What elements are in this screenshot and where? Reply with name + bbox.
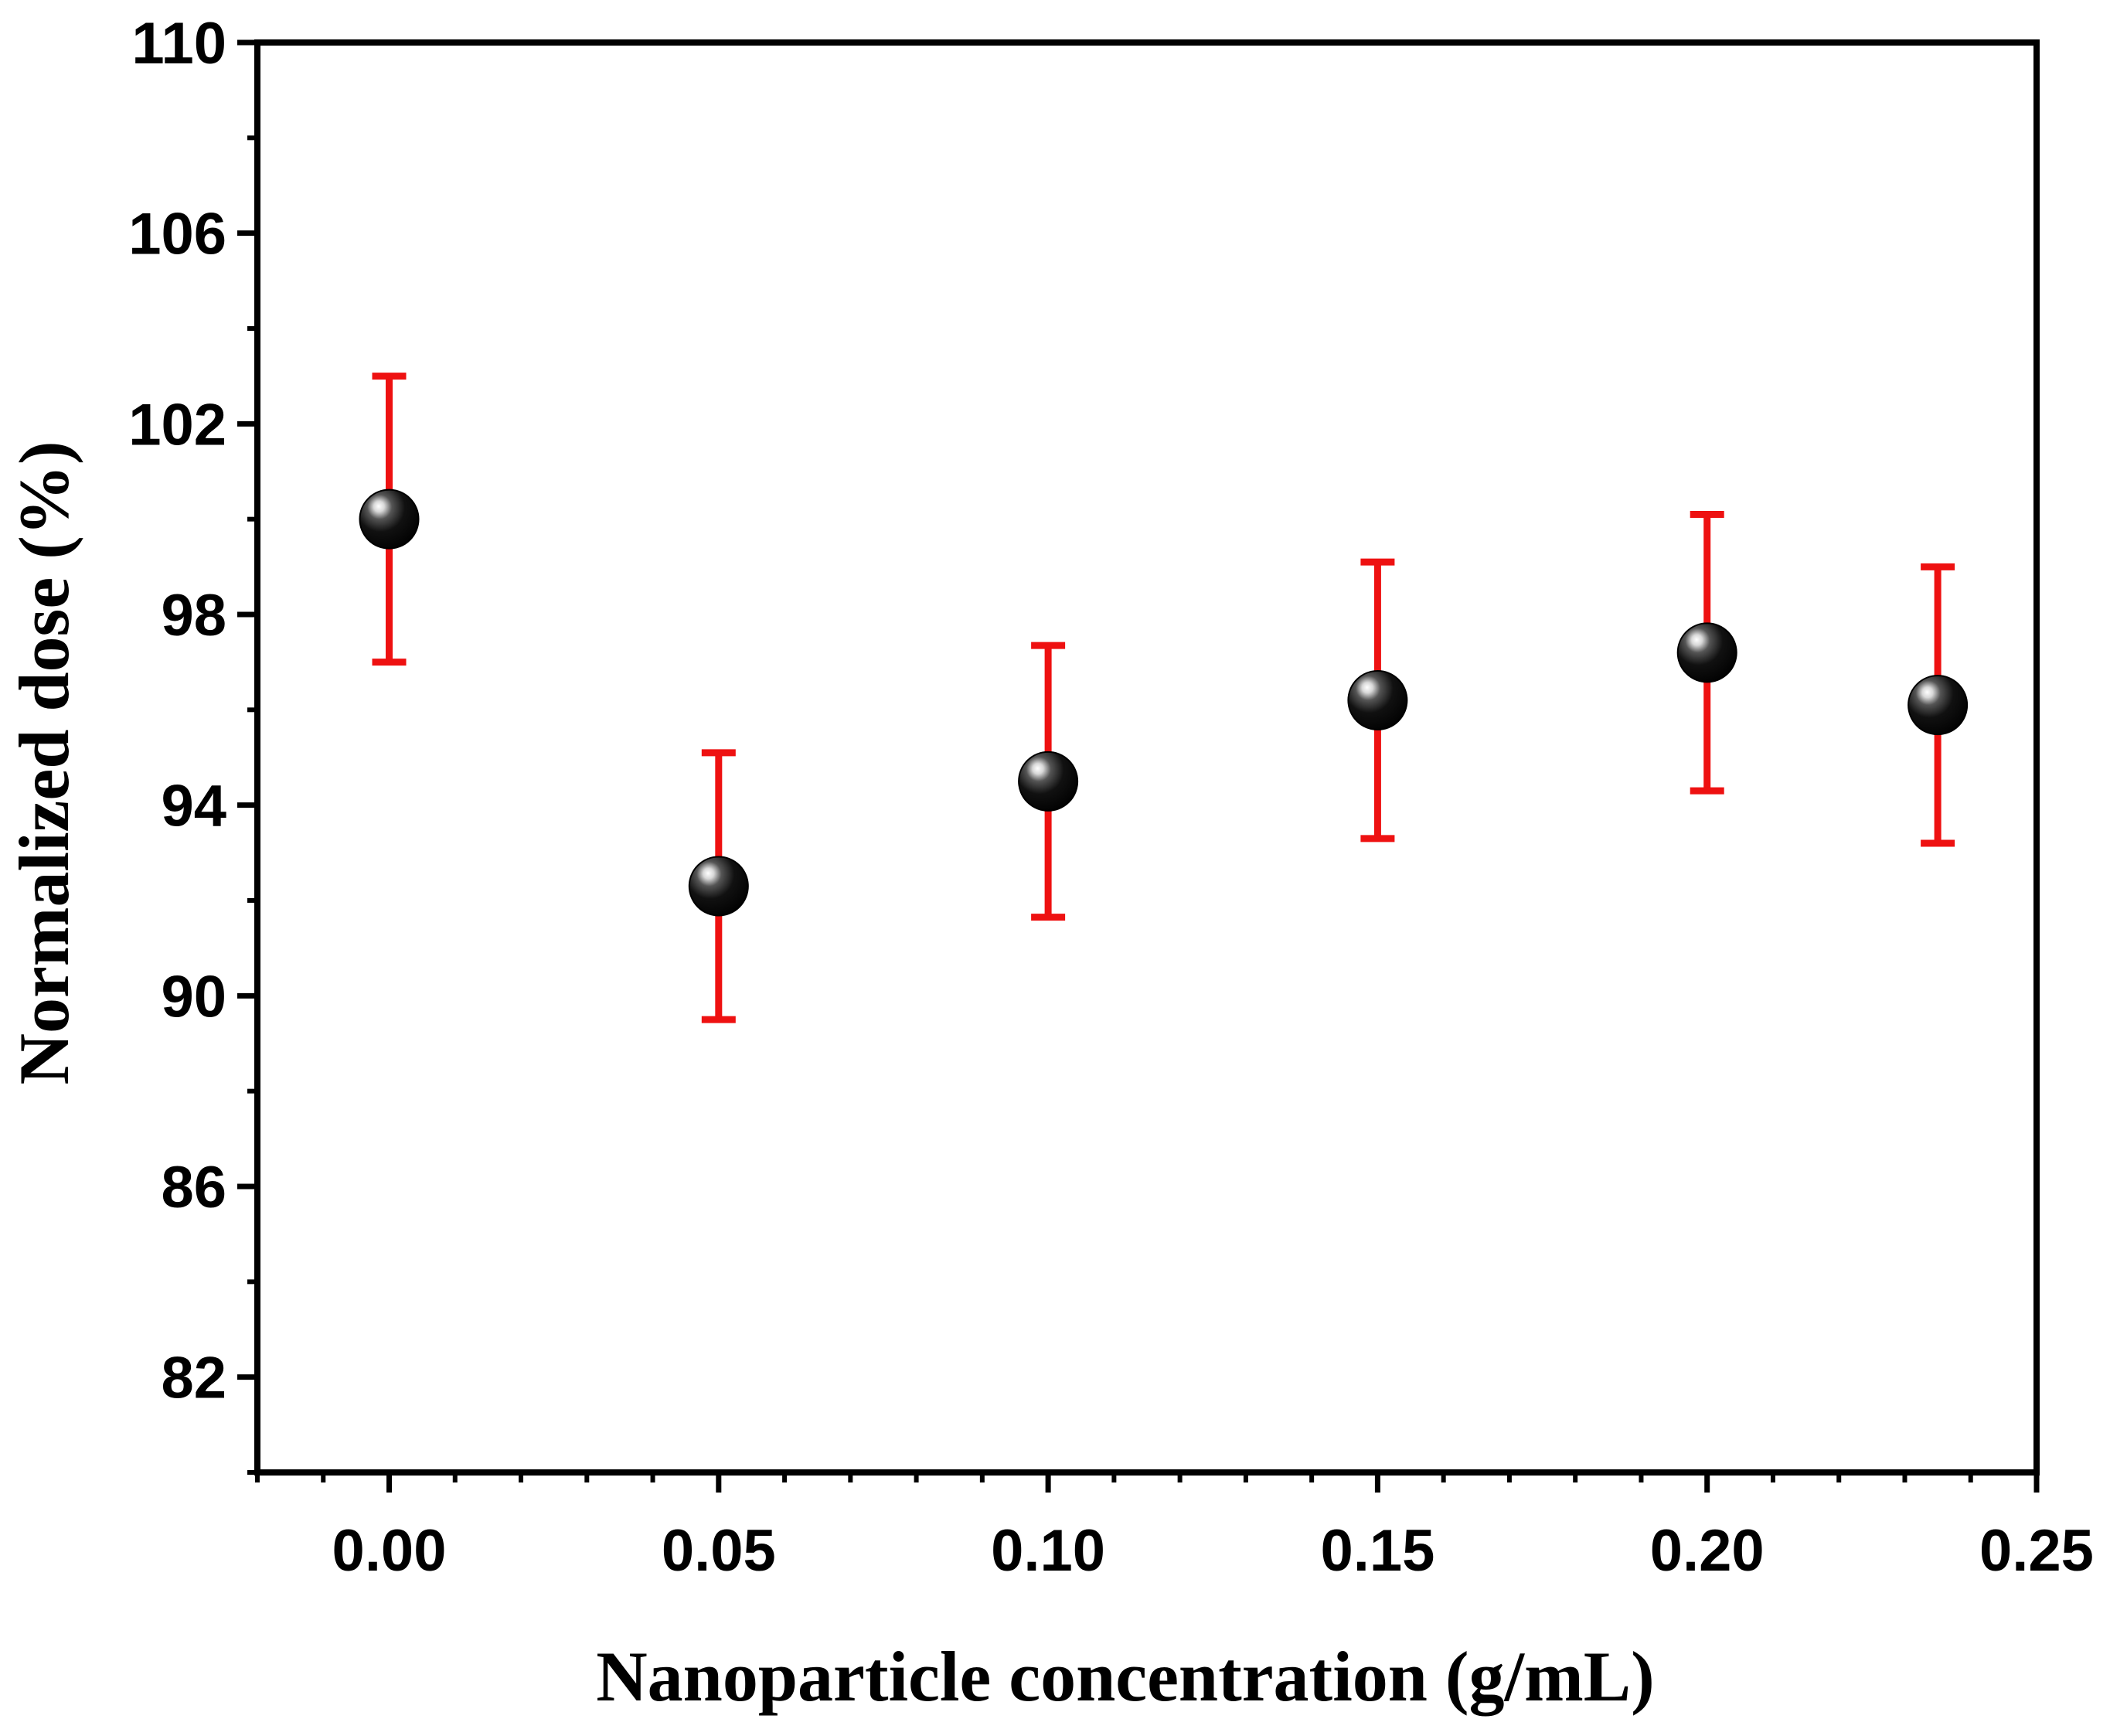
y-axis-title: Normalized dose (%) [5,441,83,1085]
y-tick-label: 98 [161,583,226,648]
data-point [1676,622,1737,683]
y-tick-label: 102 [128,392,226,458]
data-point [1908,675,1969,736]
x-tick-label: 0.25 [1979,1518,2094,1584]
axes-layer [237,39,2040,1493]
data-point [1347,670,1408,730]
x-tick-label: 0.10 [991,1518,1105,1584]
x-axis-title: Nanoparticle concentration (g/mL) [596,1637,1655,1716]
label-layer: Nanoparticle concentration (g/mL) Normal… [5,11,2094,1716]
y-tick-label: 82 [161,1346,226,1411]
x-tick-label: 0.15 [1320,1518,1434,1584]
errorbar-layer [372,373,1955,1023]
x-tick-label: 0.00 [332,1518,447,1584]
y-tick-label: 94 [161,774,226,839]
y-tick-label: 110 [131,11,226,77]
marker-layer [359,488,1969,917]
data-point [359,488,420,550]
y-tick-label: 86 [161,1155,226,1220]
plot-frame [254,39,2040,1476]
data-point [688,856,749,917]
data-point [1018,751,1079,812]
y-tick-label: 90 [161,964,226,1030]
y-tick-label: 106 [128,202,226,267]
x-tick-label: 0.20 [1650,1518,1765,1584]
x-tick-label: 0.05 [662,1518,776,1584]
